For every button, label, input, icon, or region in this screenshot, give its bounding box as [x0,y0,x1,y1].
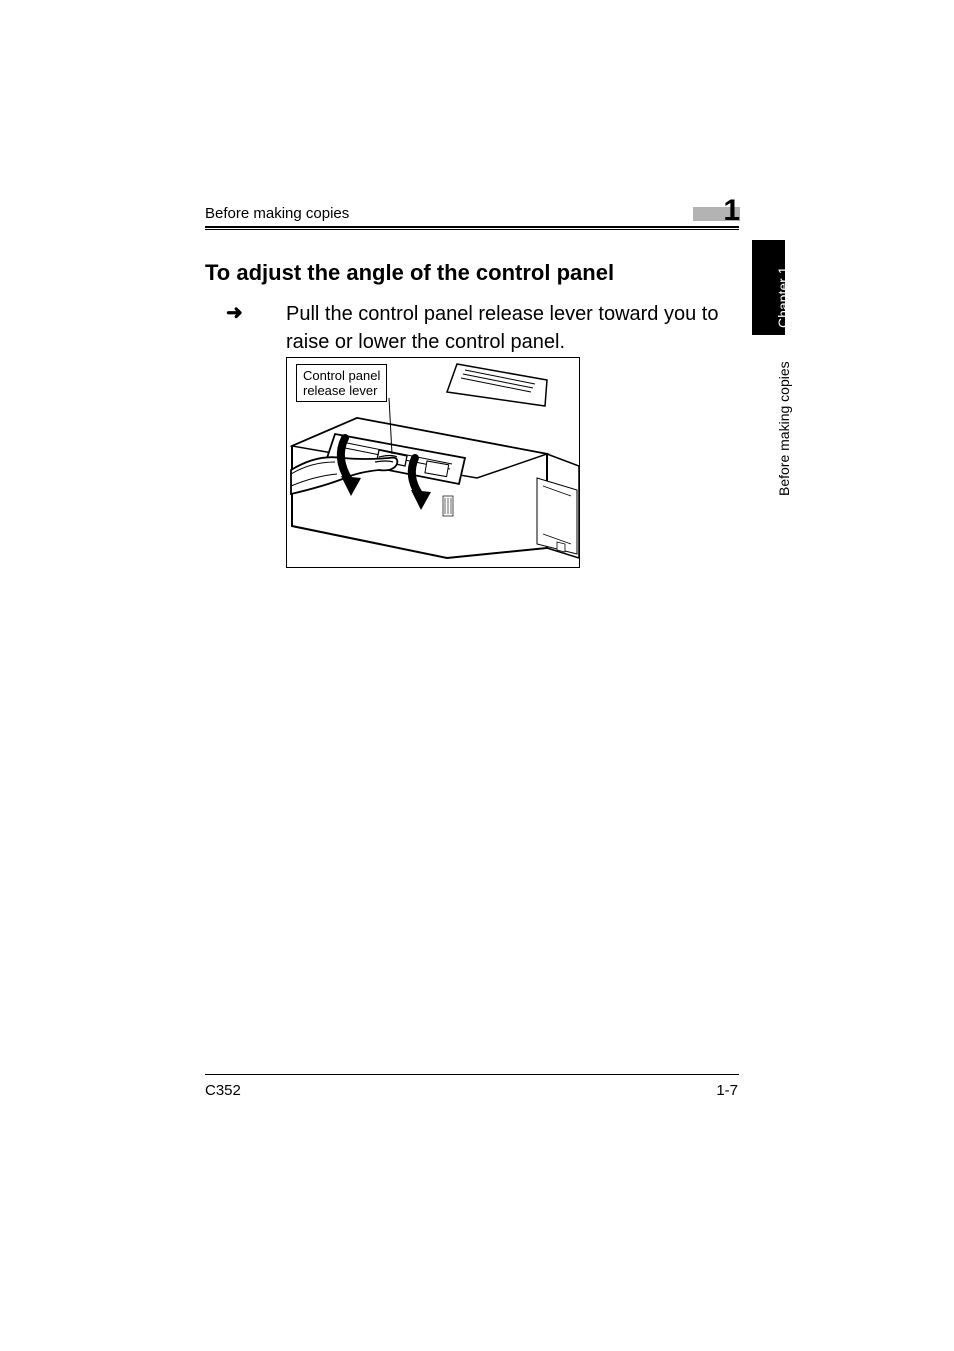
footer-page: 1-7 [716,1082,738,1099]
header-rule-thick [205,226,739,228]
footer-rule [205,1074,739,1075]
section-title: To adjust the angle of the control panel [205,260,614,286]
section-tab-label: Before making copies [776,361,792,496]
callout-box: Control panel release lever [296,364,387,402]
arrow-icon: ➜ [226,300,243,325]
footer-model: C352 [205,1082,241,1099]
header-rule-thin [205,229,739,230]
section-number: 1 [693,196,740,226]
instruction-text: Pull the control panel release lever tow… [286,300,736,356]
callout-line2: release lever [303,383,377,398]
callout-line1: Control panel [303,368,380,383]
running-head: Before making copies [205,205,739,226]
chapter-tab: Chapter 1 [752,240,785,335]
chapter-tab-label: Chapter 1 [775,267,791,328]
